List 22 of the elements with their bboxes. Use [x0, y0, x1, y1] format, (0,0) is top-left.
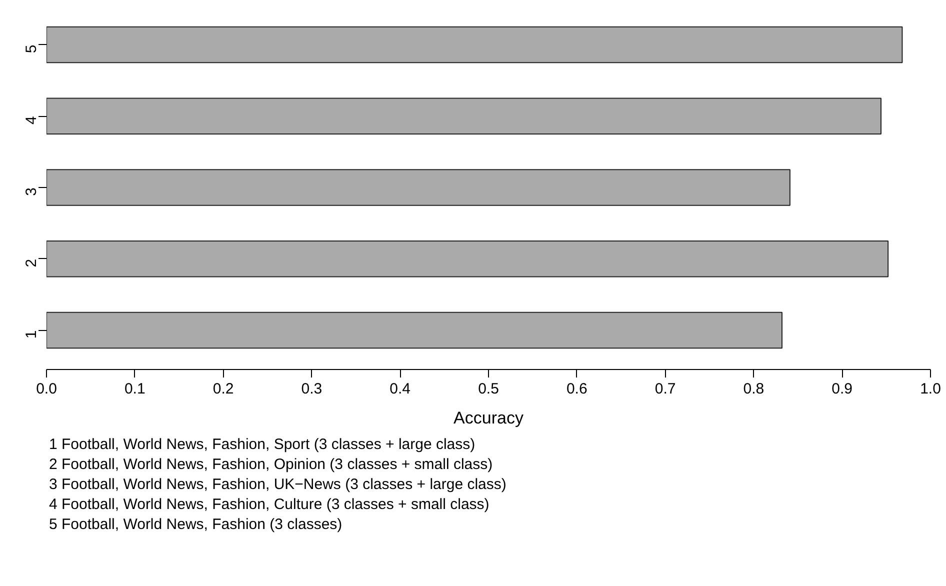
text: 5 Football, World News, Fashion (3 classes): [49, 516, 342, 533]
x-tick-label: 0.2: [212, 380, 234, 398]
text: 4 Football, World News, Fashion, Culture (3 classes + small class): [49, 496, 490, 513]
x-axis-title: Accuracy: [454, 408, 524, 428]
x-tick-label: 0.7: [654, 380, 676, 398]
x-tick-label: 1.0: [920, 380, 941, 398]
x-tick-label: 0.6: [566, 380, 588, 398]
y-tick-label: 5: [23, 44, 40, 54]
y-tick-label: 3: [23, 188, 40, 196]
x-tick-label: 0.4: [390, 380, 411, 398]
x-tick-label: 0.1: [124, 380, 146, 398]
text: 2 Football, World News, Fashion, Opinion (3 classes + small class): [49, 456, 493, 473]
text: 3 Football, World News, Fashion, UK−News (3 classes + large class): [49, 476, 506, 493]
x-tick-label: 0.8: [743, 380, 764, 398]
y-tick-label: 4: [23, 116, 40, 124]
text: 1 Football, World News, Fashion, Sport (3 classes + large class): [49, 436, 476, 453]
x-tick-label: 0.3: [301, 380, 322, 398]
x-tick-label: 0.0: [36, 380, 57, 398]
y-tick-label: 2: [23, 258, 40, 268]
y-tick-label: 1: [23, 330, 40, 339]
x-tick-label: 0.5: [478, 380, 499, 398]
x-tick-label: 0.9: [832, 380, 853, 398]
